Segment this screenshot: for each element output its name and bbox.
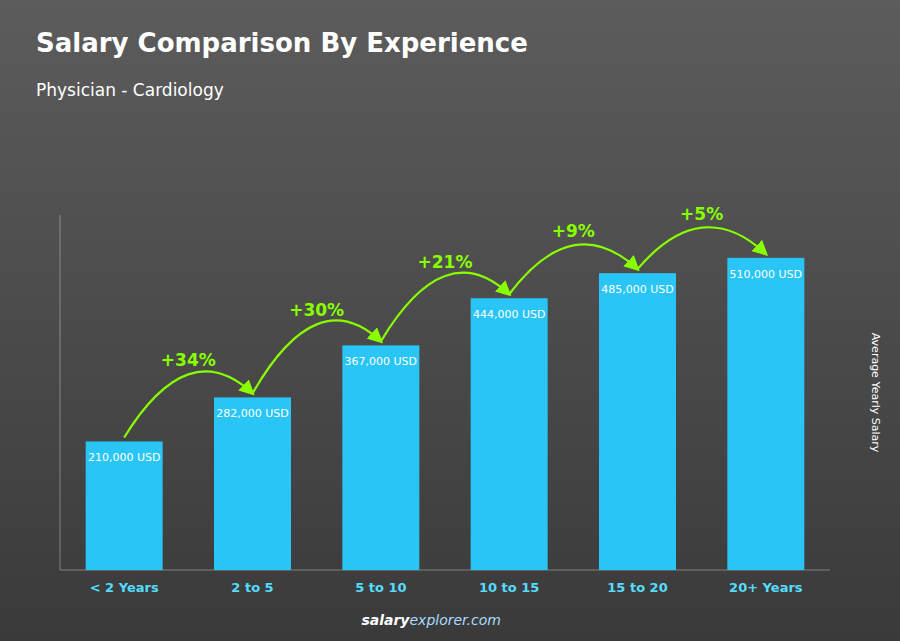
x-tick-label: 20+ Years: [729, 580, 803, 595]
footer: salary: [361, 612, 410, 628]
annotation: +30%: [289, 300, 344, 320]
annotation: +21%: [418, 252, 473, 272]
background: [0, 0, 900, 641]
bar: [727, 258, 804, 570]
data-label: 367,000 USD: [345, 355, 418, 368]
title: Salary Comparison By Experience: [36, 28, 528, 58]
y-axis-label: Average Yearly Salary: [869, 333, 882, 453]
annotation: +34%: [161, 350, 216, 370]
annotation: +5%: [680, 204, 723, 224]
data-label: 485,000 USD: [601, 283, 674, 296]
x-tick-label: 10 to 15: [479, 580, 539, 595]
x-tick-label: 2 to 5: [231, 580, 273, 595]
chart-svg: Salary Comparison By Experience Physician…: [0, 0, 900, 641]
annotation: +9%: [552, 221, 595, 241]
x-tick-label: 5 to 10: [355, 580, 406, 595]
chart-container: Salary Comparison By Experience Physician…: [0, 0, 900, 641]
change-arrow: [381, 273, 509, 342]
bar: [471, 298, 548, 570]
change-arrow: [638, 227, 766, 269]
subtitle: Physician - Cardiology: [36, 80, 224, 100]
data-label: 282,000 USD: [216, 407, 289, 420]
data-label: 510,000 USD: [730, 268, 803, 281]
bar: [599, 273, 676, 570]
x-axis-line: [60, 570, 830, 571]
x-tick-label: 15 to 20: [607, 580, 667, 595]
x-tick-label: < 2 Years: [90, 580, 159, 595]
bar: [214, 397, 291, 570]
bar: [86, 441, 163, 570]
data-label: 210,000 USD: [88, 451, 161, 464]
change-arrow: [124, 371, 252, 437]
footer: explorer.com: [410, 612, 501, 628]
data-label: 444,000 USD: [473, 308, 546, 321]
bars: [86, 258, 805, 570]
change-arrow: [509, 244, 637, 294]
y-axis-line: [60, 215, 61, 570]
change-arrow: [253, 320, 381, 393]
bar: [342, 345, 419, 570]
